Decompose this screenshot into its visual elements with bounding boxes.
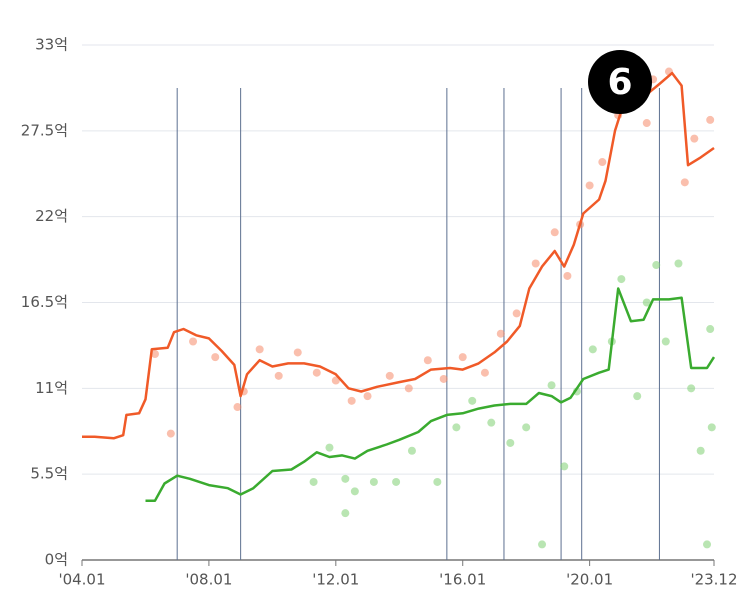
x-tick-label: '12.01 — [312, 571, 359, 589]
point — [423, 356, 432, 365]
point — [560, 462, 569, 471]
point — [407, 446, 416, 455]
point — [661, 337, 670, 346]
point — [392, 477, 401, 486]
y-tick-label: 22억 — [35, 207, 68, 225]
x-tick-label: '20.01 — [566, 571, 613, 589]
point — [468, 396, 477, 405]
point — [585, 181, 594, 190]
point — [255, 345, 264, 354]
point — [341, 474, 350, 483]
line — [145, 287, 716, 502]
point — [506, 438, 515, 447]
y-tick-label: 5.5억 — [30, 465, 68, 483]
point — [617, 275, 626, 284]
x-tick-label: '04.01 — [58, 571, 105, 589]
point — [512, 309, 521, 318]
y-tick-label: 11억 — [35, 379, 68, 397]
point — [452, 423, 461, 432]
point — [687, 384, 696, 393]
point — [385, 371, 394, 380]
point — [642, 298, 651, 307]
point — [347, 396, 356, 405]
point — [433, 477, 442, 486]
point — [312, 368, 321, 377]
point — [707, 423, 716, 432]
point — [680, 178, 689, 187]
point — [522, 423, 531, 432]
point — [642, 119, 651, 128]
point — [496, 329, 505, 338]
point — [588, 345, 597, 354]
y-tick-label: 0억 — [45, 551, 68, 569]
point — [703, 540, 712, 549]
point — [350, 487, 359, 496]
point — [547, 381, 556, 390]
y-tick-label: 27.5억 — [21, 121, 68, 139]
point — [633, 392, 642, 401]
point — [369, 477, 378, 486]
point — [189, 337, 198, 346]
point — [652, 261, 661, 270]
point — [598, 158, 607, 167]
line — [82, 71, 715, 440]
point — [550, 228, 559, 237]
point — [706, 325, 715, 334]
badge-label: 6 — [607, 62, 632, 103]
point — [531, 259, 540, 268]
point — [211, 353, 220, 362]
point — [674, 259, 683, 268]
point — [690, 134, 699, 143]
point — [150, 350, 159, 358]
point — [563, 271, 572, 280]
point — [487, 418, 496, 427]
point — [363, 392, 372, 401]
point — [293, 348, 302, 357]
point — [439, 374, 448, 383]
point — [233, 403, 242, 412]
point — [309, 477, 318, 486]
point — [538, 540, 547, 549]
point — [166, 429, 175, 438]
point — [325, 443, 334, 452]
point — [274, 371, 283, 380]
x-tick-label: '08.01 — [185, 571, 232, 589]
point — [404, 384, 413, 393]
x-tick-label: '16.01 — [439, 571, 486, 589]
x-tick-label: '23.12 — [690, 571, 737, 589]
point — [706, 115, 715, 124]
point — [696, 446, 705, 455]
y-tick-label: 16.5억 — [21, 293, 68, 311]
point — [341, 509, 350, 518]
point — [458, 353, 467, 362]
point — [480, 368, 489, 377]
y-tick-label: 33억 — [35, 36, 68, 54]
badge — [588, 50, 652, 114]
point — [331, 376, 340, 385]
